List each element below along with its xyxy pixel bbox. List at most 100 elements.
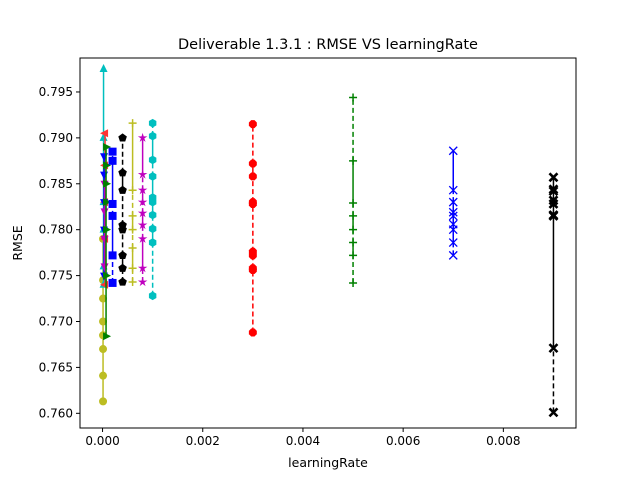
data-point bbox=[103, 161, 112, 170]
y-tick-label: 0.785 bbox=[39, 177, 73, 191]
data-point bbox=[349, 251, 358, 260]
chart-title: Deliverable 1.3.1 : RMSE VS learningRate bbox=[178, 37, 478, 53]
y-axis-label: RMSE bbox=[10, 225, 25, 260]
series-14 bbox=[448, 146, 458, 260]
data-point bbox=[248, 172, 257, 181]
data-point bbox=[118, 277, 127, 286]
data-point bbox=[548, 184, 559, 195]
data-point bbox=[99, 371, 108, 380]
data-point bbox=[148, 291, 157, 301]
data-point bbox=[148, 193, 157, 202]
data-point bbox=[137, 132, 148, 142]
data-point bbox=[349, 93, 358, 102]
data-point bbox=[148, 131, 157, 141]
y-tick-label: 0.790 bbox=[39, 131, 73, 145]
data-point bbox=[248, 120, 257, 129]
data-point bbox=[103, 225, 112, 234]
series-6 bbox=[103, 143, 112, 341]
data-point bbox=[448, 238, 458, 248]
data-point bbox=[248, 264, 257, 273]
data-point bbox=[137, 185, 148, 195]
data-point bbox=[248, 198, 257, 207]
data-point bbox=[100, 129, 109, 138]
data-point bbox=[349, 199, 358, 208]
data-point bbox=[118, 168, 127, 177]
data-point bbox=[148, 172, 157, 181]
data-point bbox=[448, 197, 458, 207]
y-axis: 0.760 0.765 0.770 0.775 0.780 0.785 0.790 0.795 bbox=[39, 85, 80, 420]
data-point bbox=[148, 118, 157, 128]
data-point bbox=[99, 64, 108, 73]
data-point bbox=[108, 278, 117, 287]
data-point bbox=[248, 247, 257, 256]
x-tick-label: 0.004 bbox=[286, 434, 320, 448]
plot-area bbox=[99, 64, 559, 418]
series-9 bbox=[128, 119, 137, 287]
data-point bbox=[349, 225, 358, 234]
data-point bbox=[103, 198, 112, 207]
data-point bbox=[548, 407, 559, 418]
data-point bbox=[103, 332, 112, 341]
data-point bbox=[448, 250, 458, 260]
series-10 bbox=[137, 132, 148, 287]
data-point bbox=[108, 199, 117, 208]
data-point bbox=[103, 271, 112, 280]
data-point bbox=[349, 156, 358, 165]
y-tick-label: 0.760 bbox=[39, 406, 73, 420]
data-point bbox=[137, 208, 148, 218]
data-point bbox=[99, 397, 108, 406]
series-13 bbox=[349, 93, 358, 287]
data-point bbox=[548, 343, 559, 354]
data-point bbox=[448, 185, 458, 195]
data-point bbox=[108, 147, 117, 156]
y-tick-label: 0.775 bbox=[39, 269, 73, 283]
series-12 bbox=[248, 120, 257, 337]
y-tick-label: 0.780 bbox=[39, 223, 73, 237]
data-point bbox=[128, 264, 137, 273]
data-point bbox=[118, 133, 127, 142]
data-point bbox=[148, 238, 157, 247]
data-point bbox=[248, 328, 257, 337]
y-tick-label: 0.795 bbox=[39, 85, 73, 99]
data-point bbox=[448, 219, 458, 229]
data-point bbox=[118, 185, 127, 194]
data-point bbox=[349, 278, 358, 287]
data-point bbox=[99, 345, 108, 354]
x-axis-label: learningRate bbox=[288, 455, 368, 470]
data-point bbox=[128, 186, 137, 195]
data-point bbox=[448, 146, 458, 156]
data-point bbox=[108, 156, 117, 165]
data-point bbox=[128, 225, 137, 234]
data-point bbox=[137, 197, 148, 207]
data-point bbox=[448, 207, 458, 217]
data-point bbox=[137, 263, 148, 273]
data-point bbox=[248, 159, 257, 168]
y-tick-label: 0.770 bbox=[39, 314, 73, 328]
axes-frame bbox=[79, 57, 577, 429]
data-point bbox=[548, 195, 559, 206]
x-tick-label: 0.000 bbox=[85, 434, 119, 448]
series-7 bbox=[108, 147, 117, 287]
series-15 bbox=[548, 172, 559, 418]
data-point bbox=[548, 172, 559, 183]
data-point bbox=[99, 317, 108, 326]
data-point bbox=[128, 211, 137, 220]
data-point bbox=[99, 294, 108, 303]
data-point bbox=[108, 251, 117, 260]
data-point bbox=[137, 277, 148, 287]
data-point bbox=[148, 210, 157, 220]
x-axis: 0.000 0.002 0.004 0.006 0.008 bbox=[85, 428, 521, 448]
data-point bbox=[137, 233, 148, 243]
data-point bbox=[448, 211, 458, 221]
series-11 bbox=[148, 118, 157, 301]
data-point bbox=[128, 119, 137, 128]
data-point bbox=[118, 220, 127, 229]
x-tick-label: 0.008 bbox=[486, 434, 520, 448]
data-point bbox=[349, 211, 358, 220]
series-8 bbox=[118, 133, 127, 286]
data-point bbox=[118, 250, 127, 260]
data-point bbox=[148, 224, 157, 234]
data-point bbox=[103, 143, 112, 152]
